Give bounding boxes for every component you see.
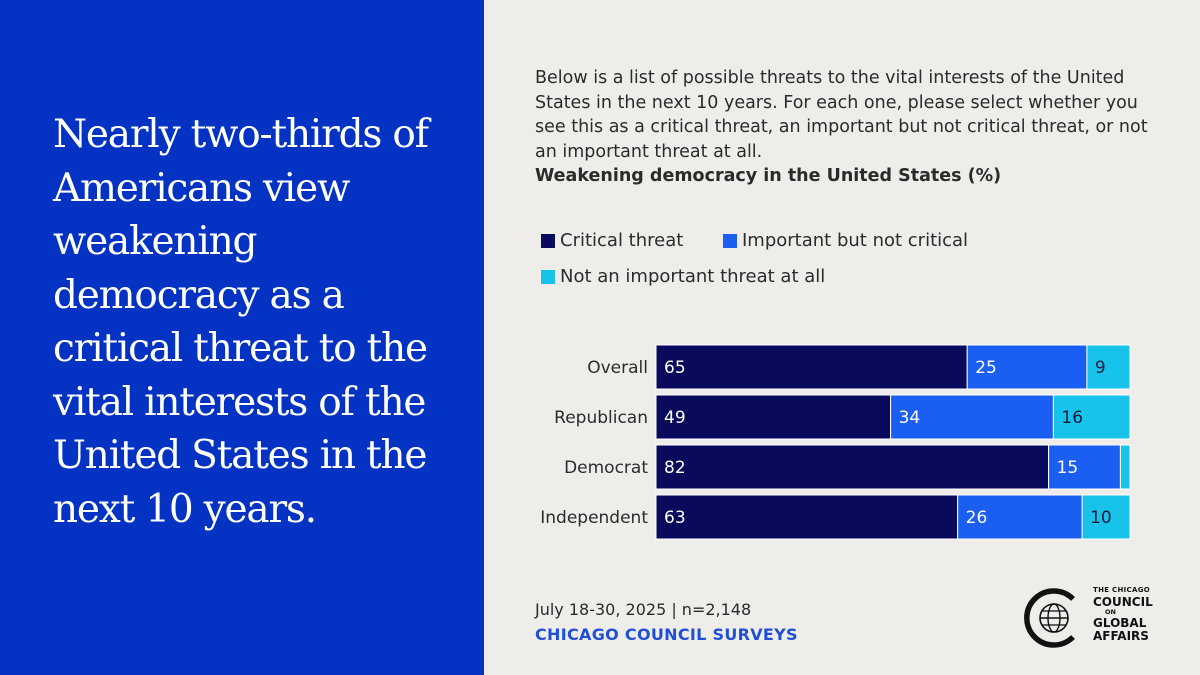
logo-line-3: ON	[1105, 608, 1116, 616]
bar-value-label: 49	[664, 408, 686, 428]
survey-question: Below is a list of possible threats to t…	[535, 66, 1155, 189]
bar-value-label: 65	[664, 358, 686, 378]
logo-line-1: THE CHICAGO	[1093, 586, 1151, 594]
bar-segment	[655, 494, 959, 540]
stacked-bar-chart: Overall 65 25 9 Republican 49 34 16 Democrat 82 15…	[540, 344, 1131, 540]
bar-value-label: 9	[1095, 358, 1106, 378]
bar-segment	[890, 394, 1054, 440]
headline: Nearly two-thirds of Americans view weak…	[53, 112, 429, 532]
bar-value-label: 16	[1061, 408, 1083, 428]
legend-label-critical: Critical threat	[560, 230, 684, 251]
logo-line-2: COUNCIL	[1093, 595, 1153, 609]
bar-segment	[1052, 394, 1131, 440]
survey-source: CHICAGO COUNCIL SURVEYS	[535, 625, 798, 644]
bar-value-label: 15	[1057, 458, 1079, 478]
survey-date: July 18-30, 2025 | n=2,148	[535, 600, 752, 619]
bar-segment	[1086, 344, 1131, 390]
legend-swatch-critical	[541, 233, 555, 248]
legend-item-critical: Critical threat	[541, 230, 683, 251]
bar-value-label: 63	[664, 508, 686, 528]
bar-segment	[655, 444, 1050, 490]
chart-title: Weakening democracy in the United States…	[535, 166, 1002, 186]
question-text: Below is a list of possible threats to t…	[535, 68, 1148, 162]
bar-value-label: 25	[975, 358, 997, 378]
bar-segment	[655, 344, 968, 390]
logo-line-5: AFFAIRS	[1093, 628, 1149, 643]
legend-item-important: Important but not critical	[723, 230, 968, 251]
category-label: Democrat	[564, 458, 648, 478]
bar-segment	[957, 494, 1083, 540]
headline-panel: Nearly two-thirds of Americans view weak…	[0, 0, 484, 675]
bar-value-label: 34	[899, 408, 921, 428]
council-logo: THE CHICAGO COUNCIL ON GLOBAL AFFAIRS	[1023, 585, 1163, 655]
bar-value-label: 82	[664, 458, 686, 478]
bar-segment	[655, 394, 892, 440]
globe-logo-icon	[1024, 588, 1075, 648]
logo-wordmark: THE CHICAGO COUNCIL ON GLOBAL AFFAIRS	[1093, 587, 1153, 643]
legend-swatch-not-important	[541, 269, 555, 284]
legend-label-important: Important but not critical	[742, 230, 969, 251]
legend-swatch-important	[723, 233, 737, 248]
bar-segment	[1048, 444, 1121, 490]
bar-segment	[1119, 444, 1131, 490]
category-label: Independent	[540, 508, 648, 528]
category-label: Overall	[587, 358, 648, 378]
legend-label-not-important: Not an important threat at all	[560, 266, 826, 287]
bar-value-label: 26	[966, 508, 988, 528]
category-label: Republican	[554, 408, 648, 428]
legend-item-not-important: Not an important threat at all	[541, 266, 825, 287]
logo-line-4: GLOBAL	[1093, 615, 1147, 630]
bar-segment	[1081, 494, 1131, 540]
bar-value-label: 10	[1090, 508, 1112, 528]
